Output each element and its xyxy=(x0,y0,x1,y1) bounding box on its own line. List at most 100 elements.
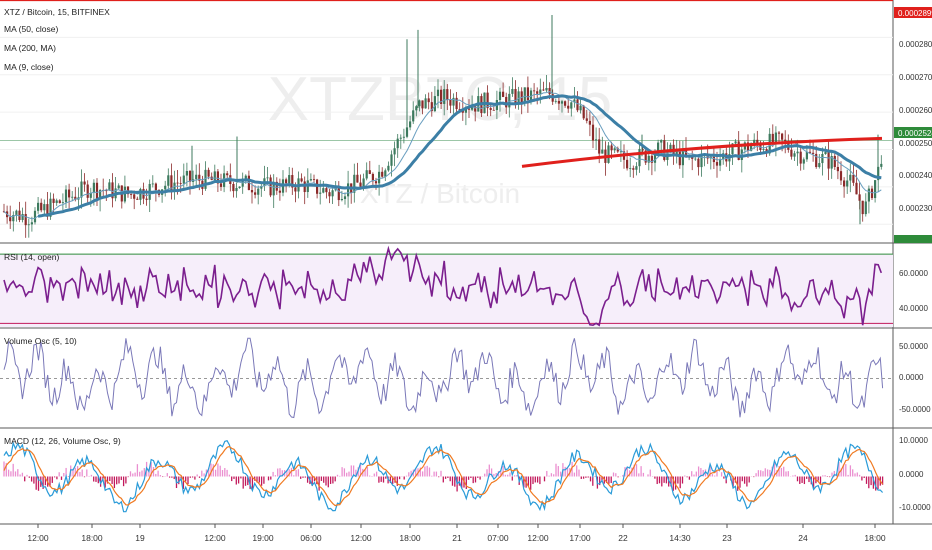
candle xyxy=(356,174,359,183)
candle xyxy=(653,154,657,163)
candle xyxy=(359,182,362,187)
candle xyxy=(582,105,585,119)
candle xyxy=(15,210,18,216)
candle xyxy=(821,153,824,164)
candle xyxy=(188,171,192,182)
volume-osc-pane[interactable] xyxy=(0,337,893,419)
candle xyxy=(489,108,492,110)
candle xyxy=(833,156,836,167)
macd-tick: -10.0000 xyxy=(899,503,931,512)
candle xyxy=(641,148,644,151)
indicator-axes[interactable]: 60.0000 40.0000 50.0000 0.0000 -50.0000 … xyxy=(899,269,931,512)
candle xyxy=(384,170,387,177)
candle xyxy=(805,151,808,160)
time-tick-label: 17:00 xyxy=(569,533,591,543)
candle xyxy=(502,91,505,97)
candle xyxy=(638,148,641,167)
time-tick-label: 06:00 xyxy=(300,533,322,543)
candle xyxy=(266,177,269,179)
candle xyxy=(567,105,570,109)
candle xyxy=(539,89,542,94)
candle xyxy=(486,92,489,109)
time-tick-label: 12:00 xyxy=(27,533,49,543)
candle xyxy=(12,215,15,222)
candle xyxy=(858,194,861,201)
candle xyxy=(92,182,95,193)
candle xyxy=(824,151,827,154)
candle xyxy=(207,169,210,177)
rsi-tick: 60.0000 xyxy=(899,269,928,278)
candle xyxy=(771,133,774,144)
study-ma9: MA (9, close) xyxy=(4,62,54,72)
time-axis[interactable]: 12:00 18:00 19 12:00 19:00 06:00 12:00 18:00 21 0… xyxy=(27,524,886,543)
candle xyxy=(27,224,30,226)
candle xyxy=(750,145,753,151)
candle xyxy=(436,89,440,97)
candle xyxy=(396,138,399,149)
candle xyxy=(133,194,136,199)
candle xyxy=(812,152,815,154)
candle xyxy=(830,156,833,169)
price-tick: 0.00024000 xyxy=(899,171,932,180)
time-tick-label: 12:00 xyxy=(527,533,549,543)
candle xyxy=(796,151,799,154)
vosc-tick: 0.0000 xyxy=(899,373,924,382)
candle xyxy=(694,158,697,160)
candle xyxy=(40,202,43,211)
candle xyxy=(619,151,622,153)
candle xyxy=(294,187,297,192)
candle xyxy=(440,89,443,104)
candle xyxy=(607,145,610,163)
candle xyxy=(108,182,111,191)
macd-pane[interactable] xyxy=(3,439,884,513)
candle xyxy=(588,120,591,125)
candle xyxy=(700,155,703,168)
candle xyxy=(337,187,340,201)
time-tick-label: 18:00 xyxy=(81,533,103,543)
vosc-tick: 50.0000 xyxy=(899,342,928,351)
candle xyxy=(198,174,201,181)
candle xyxy=(418,100,421,107)
vosc-line xyxy=(3,337,884,419)
time-tick-label: 19 xyxy=(135,533,145,543)
chart-title: XTZ / Bitcoin, 15, BITFINEX xyxy=(4,7,110,17)
price-pane[interactable] xyxy=(0,0,893,238)
candle xyxy=(328,192,331,197)
price-tick: 0.00028000 xyxy=(899,40,932,49)
candle xyxy=(52,198,55,203)
candle xyxy=(644,150,647,163)
candle xyxy=(570,102,573,109)
time-tick-label: 12:00 xyxy=(350,533,372,543)
candle xyxy=(226,173,229,176)
candle xyxy=(390,154,393,166)
candle xyxy=(474,106,477,112)
candle xyxy=(762,149,765,150)
candle xyxy=(275,181,278,191)
candle xyxy=(117,185,120,189)
candle xyxy=(331,190,334,197)
candle xyxy=(99,190,102,199)
candle xyxy=(170,175,173,191)
candle xyxy=(564,101,567,106)
legend: XTZ / Bitcoin, 15, BITFINEX MA (50, clos… xyxy=(4,7,121,446)
price-axis[interactable]: 0.00023000 0.00024000 0.00025000 0.00026… xyxy=(894,7,932,243)
candle xyxy=(378,171,381,184)
time-tick-label: 07:00 xyxy=(487,533,509,543)
candle xyxy=(598,139,601,154)
candle xyxy=(867,188,870,202)
candle xyxy=(80,181,83,198)
candle xyxy=(443,89,446,104)
candle xyxy=(719,158,722,166)
candle xyxy=(843,180,846,187)
candle xyxy=(402,136,405,138)
price-tag-current-bg xyxy=(894,127,932,138)
candle xyxy=(523,87,526,103)
rsi-pane[interactable] xyxy=(0,245,893,327)
candle xyxy=(37,202,40,211)
candle xyxy=(632,168,635,170)
watermark-name: XTZ / Bitcoin xyxy=(360,178,520,209)
candle xyxy=(232,183,235,192)
candle xyxy=(18,210,21,221)
candle xyxy=(548,87,551,95)
